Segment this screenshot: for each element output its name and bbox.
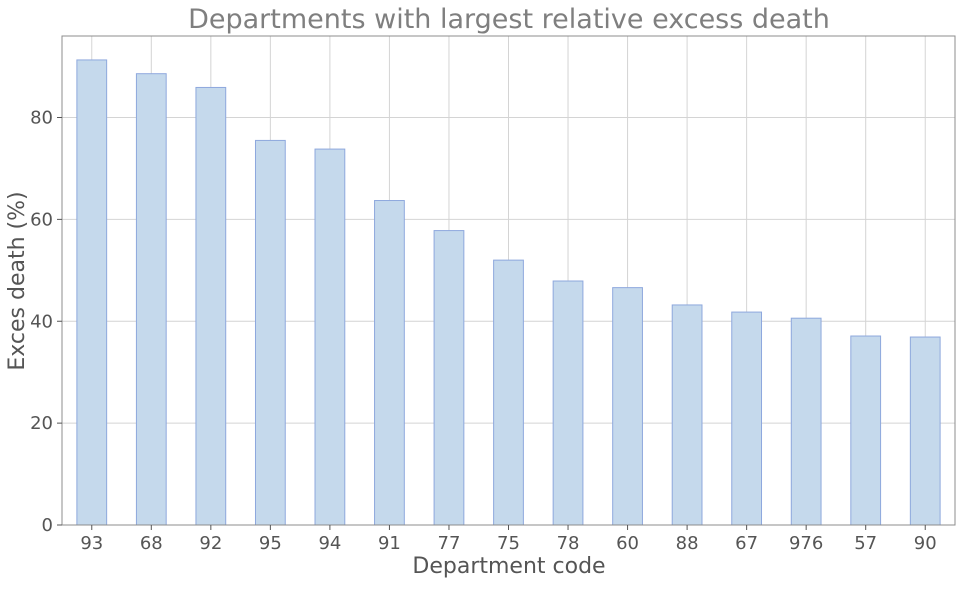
y-tick-label: 20 bbox=[30, 413, 53, 434]
x-tick-label: 57 bbox=[854, 533, 877, 554]
bar-77 bbox=[433, 230, 465, 526]
y-tick-label: 40 bbox=[30, 311, 53, 332]
x-tick-label: 92 bbox=[199, 533, 222, 554]
bar-75 bbox=[493, 259, 524, 526]
x-tick-label: 94 bbox=[318, 533, 341, 554]
bar-90 bbox=[909, 336, 941, 526]
bar-78 bbox=[552, 280, 584, 526]
bar-93 bbox=[76, 59, 108, 526]
x-axis-label: Department code bbox=[412, 554, 605, 579]
x-tick-label: 77 bbox=[438, 533, 461, 554]
y-axis-ticks: 0 20 40 60 80 bbox=[30, 108, 62, 536]
chart-title: Departments with largest relative excess… bbox=[188, 4, 830, 35]
x-tick-label: 976 bbox=[789, 533, 823, 554]
bar-94 bbox=[314, 148, 346, 526]
x-tick-label: 88 bbox=[676, 533, 699, 554]
bar-57 bbox=[850, 335, 882, 526]
bar-95 bbox=[254, 139, 286, 526]
x-tick-label: 93 bbox=[80, 533, 103, 554]
bar-68 bbox=[135, 73, 167, 526]
bar-88 bbox=[671, 304, 703, 526]
bar-91 bbox=[374, 200, 405, 526]
x-tick-label: 91 bbox=[378, 533, 401, 554]
x-tick-label: 95 bbox=[259, 533, 282, 554]
bar-976 bbox=[790, 317, 822, 526]
y-tick-label: 60 bbox=[30, 209, 53, 230]
y-tick-label: 0 bbox=[42, 515, 53, 536]
bar-67 bbox=[731, 311, 763, 526]
x-tick-label: 90 bbox=[914, 533, 937, 554]
x-tick-label: 67 bbox=[735, 533, 758, 554]
y-tick-label: 80 bbox=[30, 108, 53, 129]
bar-60 bbox=[612, 287, 643, 526]
bars bbox=[76, 59, 941, 526]
x-tick-label: 78 bbox=[557, 533, 580, 554]
x-tick-label: 75 bbox=[497, 533, 520, 554]
y-axis-label: Exces death (%) bbox=[5, 191, 30, 370]
x-axis-ticks: 93 68 92 95 94 91 77 75 78 60 88 67 976 57 90 bbox=[80, 525, 937, 554]
x-tick-label: 68 bbox=[140, 533, 163, 554]
x-tick-label: 60 bbox=[616, 533, 639, 554]
bar-92 bbox=[195, 86, 227, 526]
